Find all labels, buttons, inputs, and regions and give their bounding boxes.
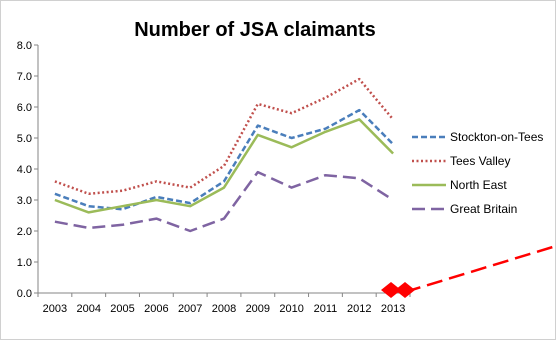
y-tick-label: 1.0 [17, 257, 32, 269]
annotation-dashed-line [404, 244, 556, 294]
legend-label: Great Britain [450, 202, 517, 216]
y-tick-label: 5.0 [17, 133, 32, 145]
chart-title: Number of JSA claimants [134, 19, 376, 41]
axes: 0.0 1.0 2.0 3.0 4.0 5.0 6.0 7.0 8.0 2003 2004 2005 2… [17, 40, 411, 315]
x-tick-label: 2007 [178, 303, 202, 315]
x-tick-label: 2008 [212, 303, 236, 315]
annotation-diamond-marker [381, 282, 401, 298]
x-tick-label: 2012 [347, 303, 371, 315]
x-tick-label: 2010 [279, 303, 303, 315]
series-line-tees-valley [54, 77, 395, 196]
legend-label: North East [450, 178, 507, 192]
x-tick-label: 2009 [246, 303, 270, 315]
y-tick-label: 4.0 [17, 164, 32, 176]
series-layer [54, 77, 395, 233]
series-line-north-east [54, 118, 394, 214]
legend: Stockton-on-Tees Tees Valley North East Gre… [412, 130, 543, 216]
x-tick-label: 2004 [76, 303, 100, 315]
x-tick-label: 2013 [381, 303, 405, 315]
y-tick-label: 2.0 [17, 226, 32, 238]
y-tick-label: 0.0 [17, 288, 32, 300]
y-tick-label: 3.0 [17, 195, 32, 207]
x-tick-label: 2003 [43, 303, 67, 315]
y-tick-label: 6.0 [17, 102, 32, 114]
annotation-overlay [381, 244, 556, 298]
y-tick-label: 7.0 [17, 71, 32, 83]
x-tick-label: 2006 [144, 303, 168, 315]
x-tick-label: 2005 [110, 303, 134, 315]
y-tick-label: 8.0 [17, 40, 32, 52]
annotation-diamond-marker [395, 282, 415, 298]
series-line-great-britain [54, 170, 394, 233]
x-tick-label: 2011 [314, 303, 338, 315]
legend-label: Tees Valley [450, 154, 510, 168]
legend-label: Stockton-on-Tees [450, 130, 543, 144]
